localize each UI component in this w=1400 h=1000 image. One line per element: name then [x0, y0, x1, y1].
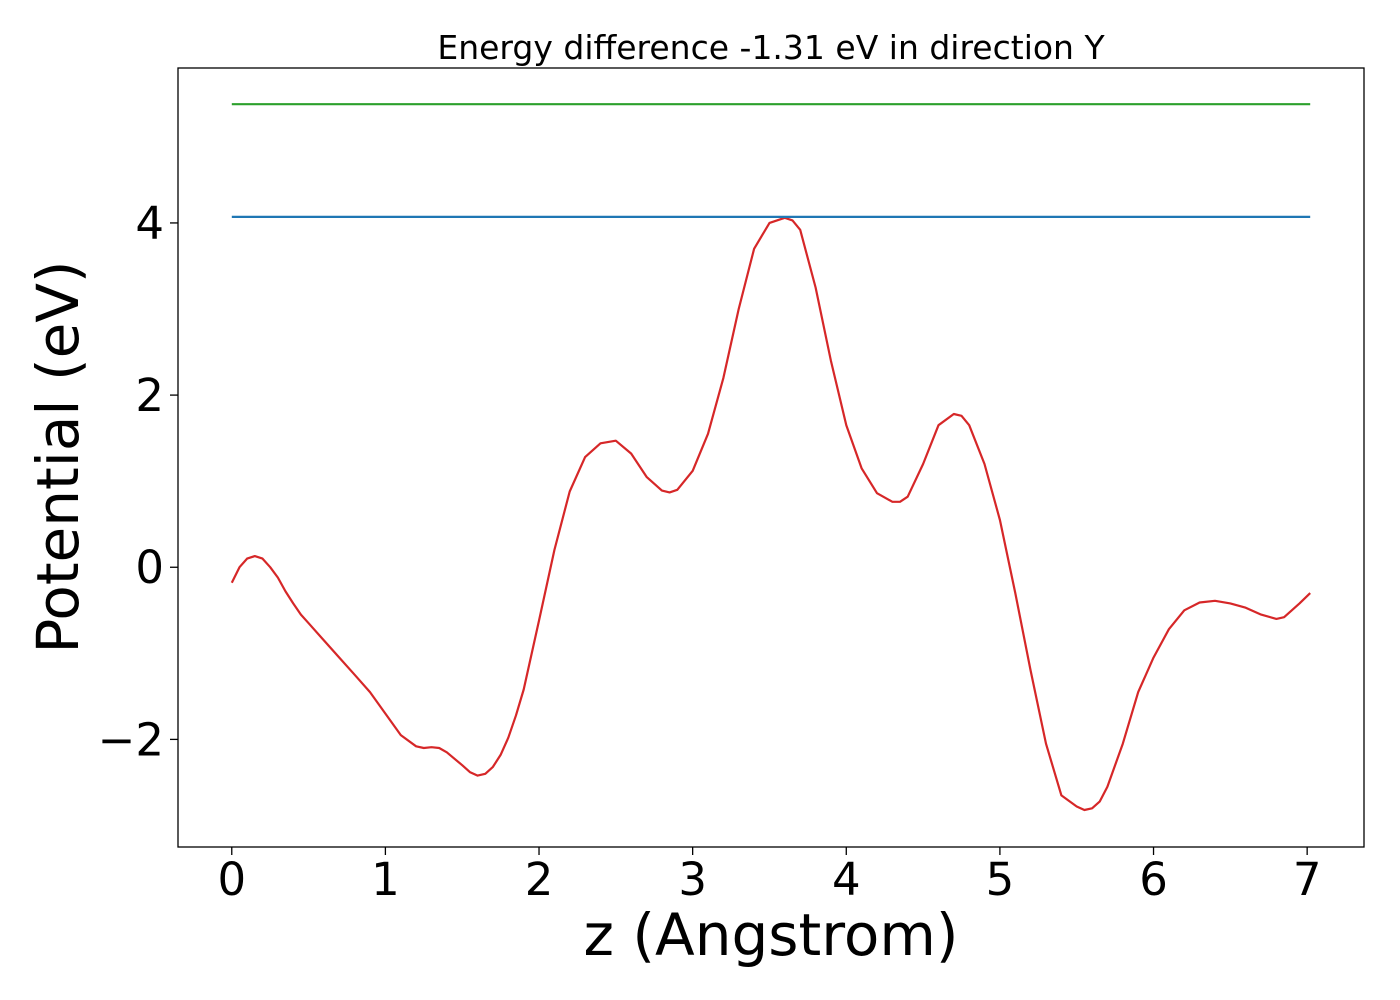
x-tick-label: 2 — [525, 853, 554, 906]
y-tick-label: 0 — [135, 541, 164, 594]
series-line-0 — [230, 216, 1311, 812]
y-axis-ticks: −2 0 2 4 — [98, 197, 178, 766]
y-tick-label: 2 — [135, 369, 164, 422]
x-tick-label: 3 — [678, 853, 707, 906]
x-tick-label: 4 — [832, 853, 861, 906]
y-axis-label: Potential (eV) — [24, 260, 92, 653]
x-axis-label: z (Angstrom) — [584, 901, 959, 969]
x-tick-label: 6 — [1139, 853, 1168, 906]
x-tick-label: 7 — [1293, 853, 1322, 906]
x-tick-label: 0 — [217, 853, 246, 906]
x-tick-label: 5 — [986, 853, 1015, 906]
y-tick-label: −2 — [98, 713, 164, 766]
x-axis-ticks: 0 1 2 3 4 5 6 7 — [217, 847, 1321, 906]
plot-frame — [177, 67, 1365, 848]
x-tick-label: 1 — [371, 853, 400, 906]
series-layer — [230, 103, 1311, 812]
chart-title: Energy difference -1.31 eV in direction … — [437, 28, 1105, 67]
y-tick-label: 4 — [135, 197, 164, 250]
